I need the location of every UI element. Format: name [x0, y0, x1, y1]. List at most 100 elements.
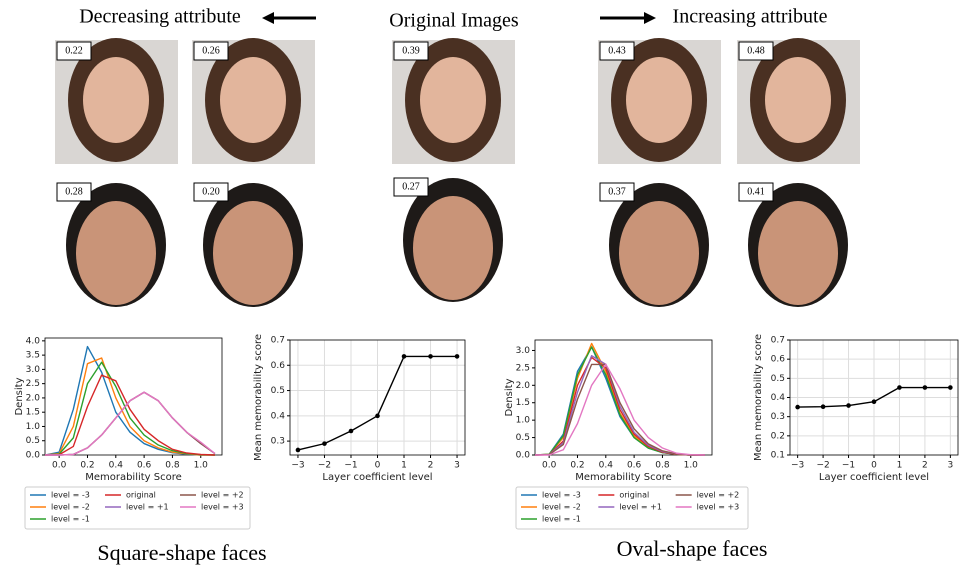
legend-label: original [126, 491, 156, 500]
y-tick-label: 4.0 [26, 336, 41, 346]
x-tick-label: 1.0 [684, 461, 699, 471]
x-tick-label: −2 [816, 461, 829, 471]
y-tick-label: 0.2 [771, 431, 785, 441]
caption: Oval-shape faces [617, 536, 768, 561]
data-point [375, 414, 380, 419]
data-point [322, 441, 327, 446]
y-axis-label: Mean memorability score [753, 334, 764, 461]
data-point [846, 403, 851, 408]
data-point [349, 429, 354, 434]
legend-label: level = +1 [126, 503, 169, 512]
y-tick-label: 3.0 [516, 346, 531, 356]
data-point [872, 399, 877, 404]
arrow-head [262, 12, 274, 24]
face [76, 201, 156, 305]
y-tick-label: 1.5 [516, 398, 530, 408]
y-tick-label: 2.0 [26, 393, 41, 403]
y-tick-label: 0.5 [516, 433, 530, 443]
y-tick-label: 2.5 [516, 363, 530, 373]
x-tick-label: 1 [401, 461, 407, 471]
face [626, 57, 692, 143]
legend-label: level = +1 [619, 503, 662, 512]
data-point [948, 385, 953, 390]
y-tick-label: 0.5 [271, 386, 285, 396]
legend-label: level = -3 [542, 491, 581, 500]
y-tick-label: 0.6 [771, 355, 786, 365]
score-label: 0.22 [65, 45, 83, 56]
x-tick-label: 2 [922, 461, 928, 471]
x-axis-label: Memorability Score [85, 472, 182, 483]
x-tick-label: −1 [842, 461, 855, 471]
data-point [428, 354, 433, 359]
x-tick-label: 2 [428, 461, 434, 471]
legend-label: level = -1 [51, 515, 90, 524]
legend-label: level = -3 [51, 491, 90, 500]
legend-label: level = +2 [697, 491, 740, 500]
header: Original Images [389, 10, 519, 32]
y-tick-label: 3.0 [26, 365, 41, 375]
arrow-head [644, 12, 656, 24]
data-point [897, 385, 902, 390]
x-tick-label: 0 [375, 461, 381, 471]
face [619, 201, 699, 305]
legend-label: level = -1 [542, 515, 581, 524]
face [765, 57, 831, 143]
x-tick-label: 0.8 [165, 461, 180, 471]
x-tick-label: 0.4 [109, 461, 124, 471]
data-point [402, 354, 407, 359]
y-axis-label: Density [504, 378, 515, 416]
x-tick-label: −2 [318, 461, 331, 471]
y-tick-label: 2.5 [26, 379, 40, 389]
y-tick-label: 0.0 [516, 451, 531, 461]
score-label: 0.37 [608, 186, 626, 197]
x-tick-label: −3 [291, 461, 304, 471]
y-tick-label: 2.0 [516, 381, 531, 391]
score-label: 0.28 [65, 186, 83, 197]
data-line [45, 392, 215, 455]
legend-label: level = +2 [201, 491, 244, 500]
y-tick-label: 1.0 [26, 422, 41, 432]
y-tick-label: 0.5 [771, 374, 785, 384]
legend-label: level = +3 [201, 503, 244, 512]
data-point [296, 448, 301, 453]
score-label: 0.43 [608, 45, 626, 56]
legend-label: original [619, 491, 649, 500]
y-tick-label: 0.7 [271, 336, 285, 346]
data-point [455, 354, 460, 359]
y-axis-label: Mean memorability score [253, 334, 264, 461]
data-line [45, 375, 215, 455]
x-tick-label: 1.0 [194, 461, 209, 471]
y-tick-label: 0.0 [26, 451, 41, 461]
score-label: 0.20 [202, 186, 220, 197]
x-tick-label: 0.8 [655, 461, 670, 471]
data-point [821, 404, 826, 409]
x-axis-label: Layer coefficient level [819, 472, 929, 483]
x-axis-label: Memorability Score [575, 472, 672, 483]
plot-frame [45, 338, 222, 455]
y-axis-label: Density [14, 377, 25, 415]
score-label: 0.26 [202, 45, 220, 56]
x-tick-label: 3 [947, 461, 953, 471]
x-tick-label: 0.6 [627, 461, 642, 471]
header: Decreasing attribute [79, 6, 241, 28]
x-tick-label: −1 [344, 461, 357, 471]
face [213, 201, 293, 305]
figure: Decreasing attribute Original Images Inc… [0, 0, 960, 571]
x-tick-label: 1 [897, 461, 903, 471]
score-label: 0.27 [402, 181, 420, 192]
face [220, 57, 286, 143]
data-point [923, 385, 928, 390]
x-tick-label: 0.0 [52, 461, 67, 471]
y-tick-label: 0.3 [771, 412, 785, 422]
x-tick-label: 0.2 [80, 461, 94, 471]
x-tick-label: 0.0 [542, 461, 557, 471]
y-tick-label: 0.3 [271, 437, 285, 447]
x-tick-label: 0 [871, 461, 877, 471]
x-tick-label: 0.6 [137, 461, 152, 471]
y-tick-label: 3.5 [26, 351, 40, 361]
x-tick-label: −3 [791, 461, 804, 471]
caption: Square-shape faces [97, 540, 266, 565]
y-tick-label: 0.6 [271, 361, 286, 371]
y-tick-label: 0.4 [771, 393, 786, 403]
y-tick-label: 1.0 [516, 416, 531, 426]
